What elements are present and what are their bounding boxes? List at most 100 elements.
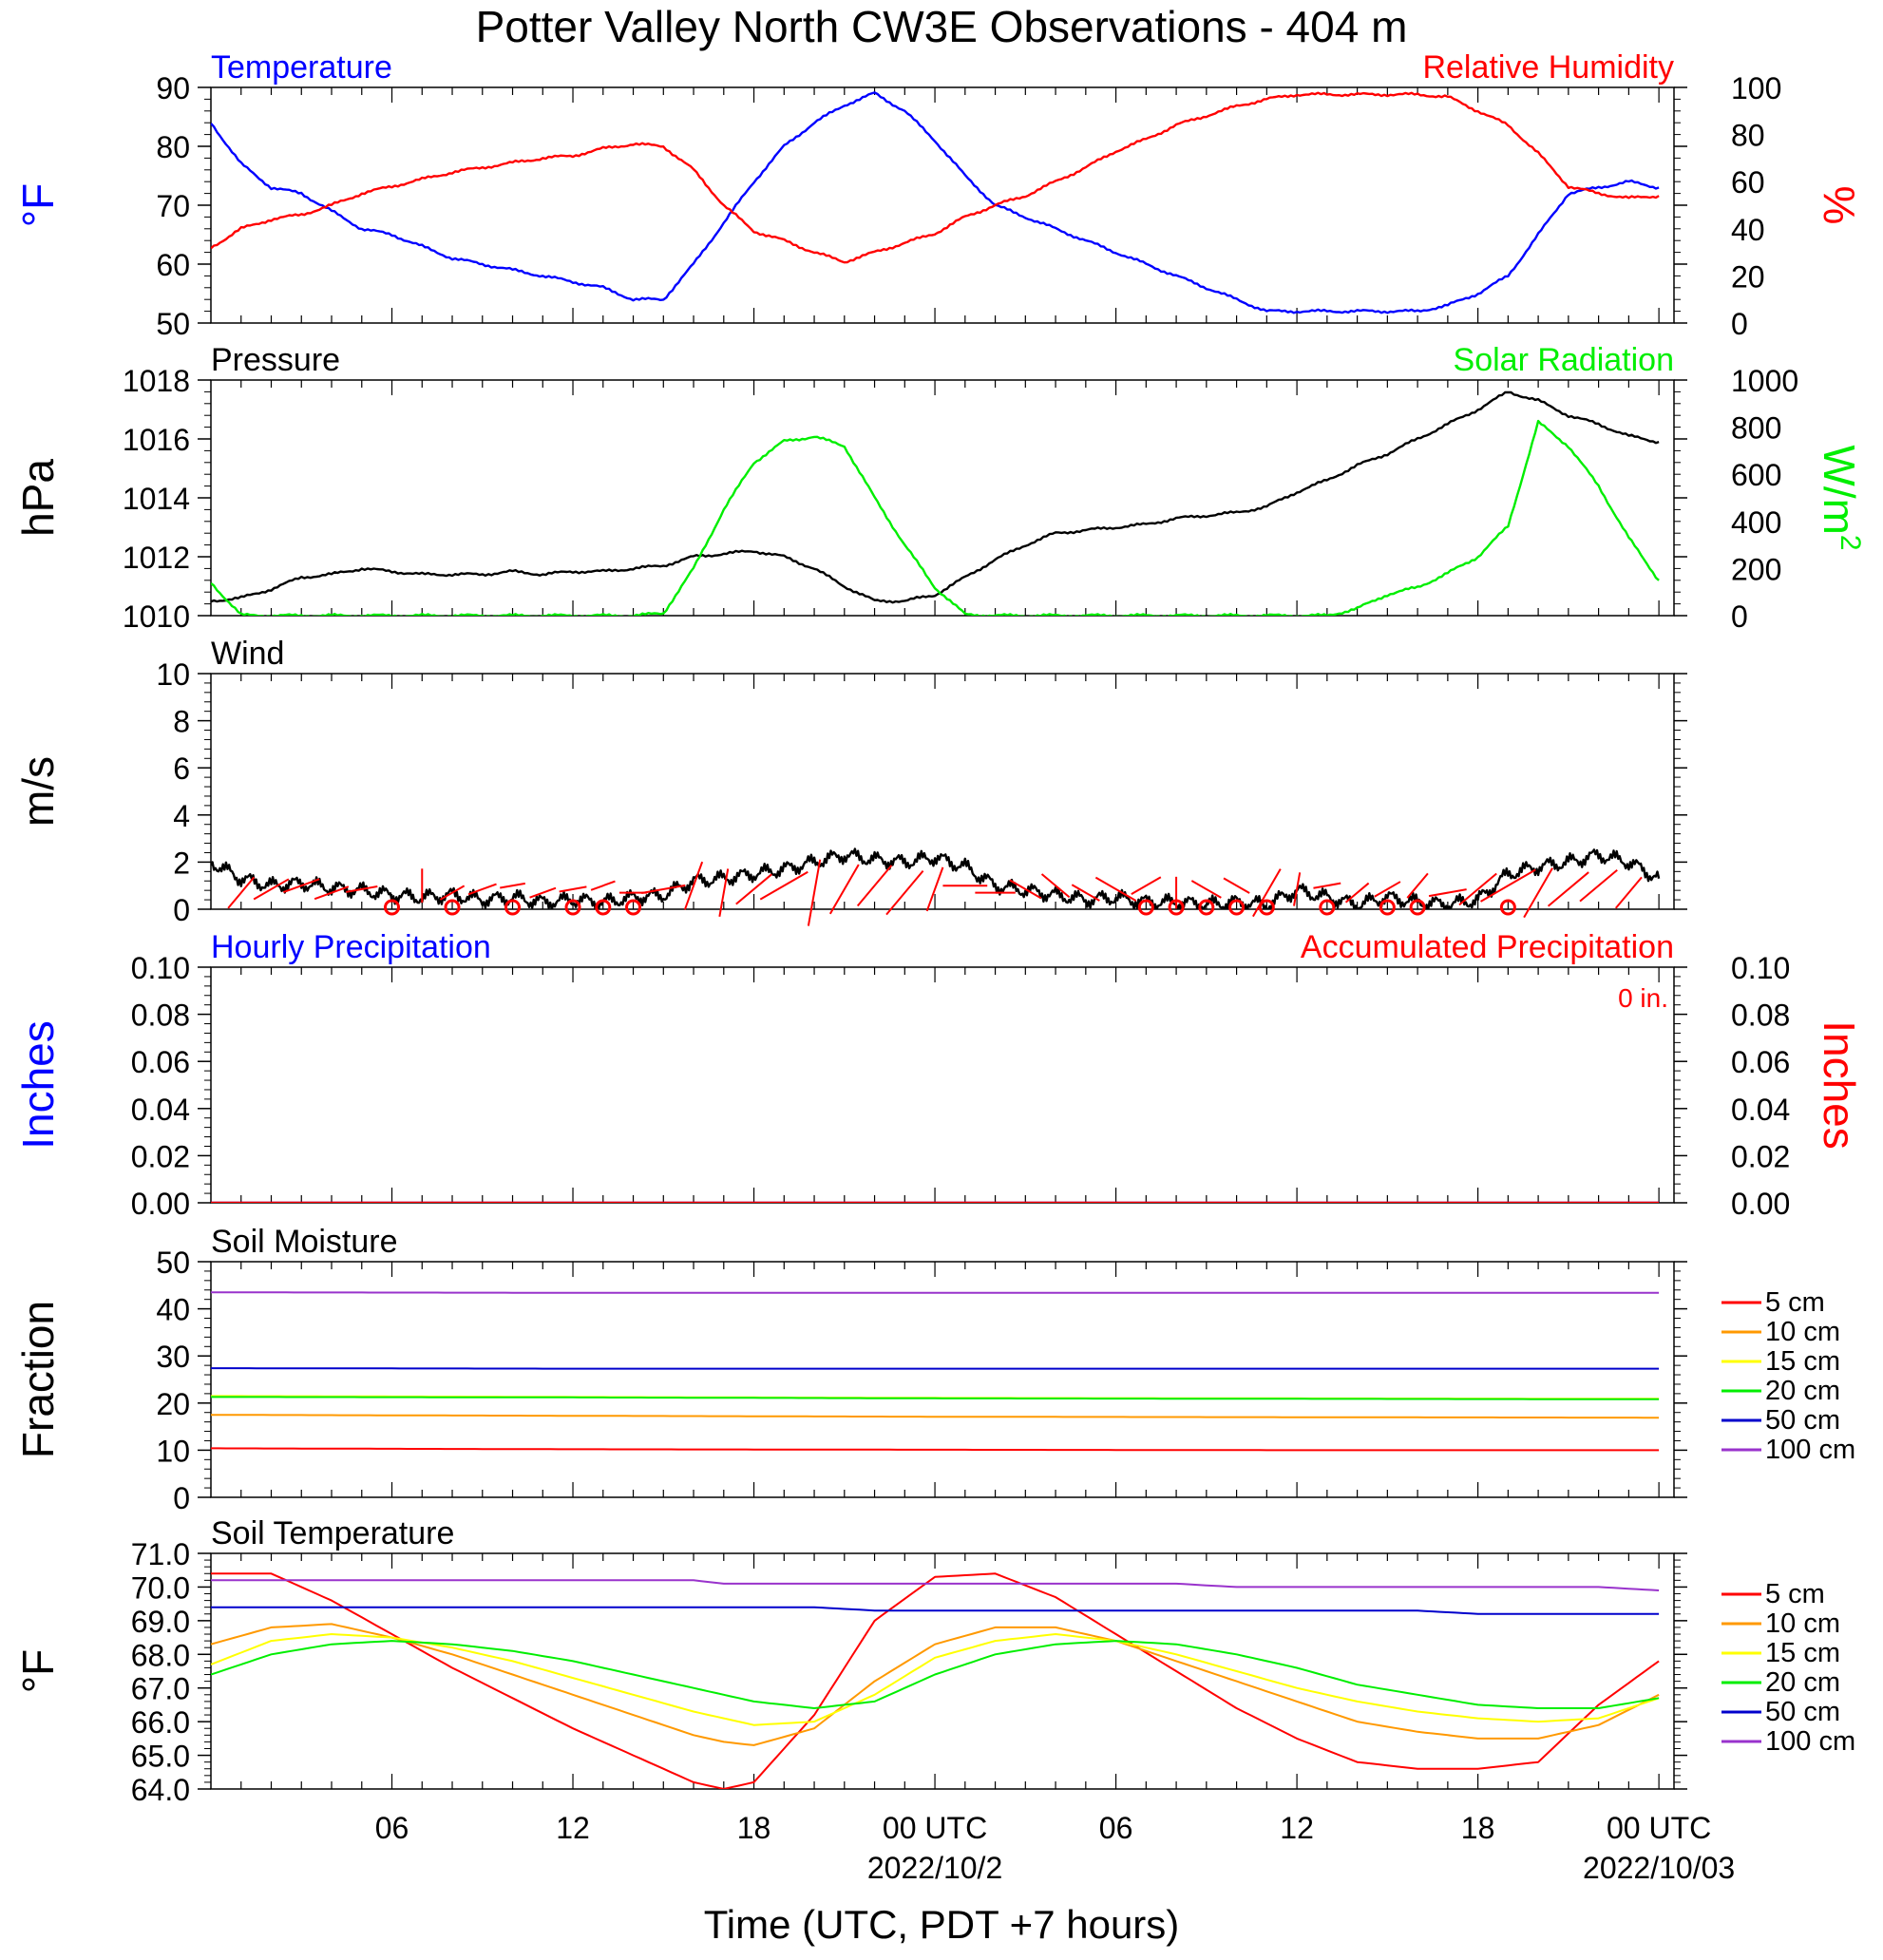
wind-barb	[1428, 888, 1467, 898]
panel-pressure-solar: 1018 1016 1014 1012 1010 1000 800 600 400 200 0 Pre…	[13, 342, 1866, 634]
wind-ytick-left: 10	[156, 657, 190, 692]
temperature-humidity-series-temperature	[211, 91, 1660, 314]
precipitation-frame	[210, 966, 1675, 1204]
wind-barb	[1480, 868, 1536, 903]
wind-calm-marker	[1198, 899, 1215, 916]
panel-soil-temperature: 71.070.069.068.067.066.065.064.0 Soil Tem…	[13, 1515, 1855, 1807]
temperature-humidity-ytick-right: 80	[1731, 119, 1765, 153]
x-tick-label: 12	[556, 1811, 590, 1845]
soil-temperature-legend-label: 20 cm	[1765, 1667, 1840, 1698]
wind-barb	[1579, 868, 1618, 903]
wind-barb	[559, 885, 587, 893]
pressure-solar-label-right: Solar Radiation	[1454, 342, 1674, 378]
wind-barb	[1040, 873, 1071, 899]
wind-frame	[210, 673, 1675, 910]
wind-barb	[925, 866, 944, 912]
soil-moisture-series-50-cm	[211, 1367, 1660, 1370]
wind-calm-marker	[1258, 899, 1275, 916]
soil-moisture-legend-label: 15 cm	[1765, 1346, 1840, 1377]
wind-barb	[227, 876, 256, 909]
wind-barb	[500, 882, 525, 889]
soil-moisture-series-group	[211, 1291, 1660, 1452]
wind-calm-marker	[1409, 899, 1426, 916]
wind-barb	[1458, 872, 1497, 906]
wind-barb	[807, 859, 822, 926]
figure-title: Potter Valley North CW3E Observations - …	[476, 2, 1408, 51]
soil-temperature-series-100-cm	[211, 1579, 1660, 1591]
precipitation-label-right: Accumulated Precipitation	[1301, 929, 1674, 965]
temperature-humidity-ytick-right: 100	[1731, 71, 1781, 105]
precipitation-ylabel-right: Inches	[1815, 1020, 1864, 1150]
wind-calm-marker	[1319, 899, 1336, 916]
precipitation-ytick-left: 0.00	[131, 1187, 190, 1221]
temperature-humidity-frame	[210, 86, 1675, 324]
soil-temperature-ytick-left: 67.0	[131, 1672, 190, 1706]
temperature-humidity-label-right: Relative Humidity	[1422, 49, 1674, 86]
soil-temperature-ytick-left: 65.0	[131, 1740, 190, 1774]
pressure-solar-series-solar-radiation	[211, 419, 1660, 616]
temperature-humidity-ytick-left: 60	[156, 248, 190, 282]
wind-barb	[828, 864, 860, 915]
pressure-solar-ytick-right: 400	[1731, 505, 1781, 540]
x-tick-label: 12	[1280, 1811, 1314, 1845]
soil-moisture-ytick-left: 50	[156, 1246, 190, 1280]
wind-barb	[1190, 880, 1222, 899]
soil-temperature-legend-label: 5 cm	[1765, 1579, 1825, 1609]
soil-temperature-ytick-left: 71.0	[131, 1537, 190, 1571]
pressure-solar-ytick-right: 600	[1731, 458, 1781, 492]
wind-barb	[735, 873, 772, 905]
wind-barb	[1094, 876, 1137, 903]
pressure-solar-label-left: Pressure	[211, 342, 340, 378]
wind-calm-marker	[1137, 899, 1154, 916]
wind-barb	[856, 865, 893, 907]
wind-barb	[683, 861, 704, 910]
soil-temperature-ytick-left: 66.0	[131, 1705, 190, 1740]
x-tick-label: 18	[1461, 1811, 1495, 1845]
wind-ytick-left: 6	[173, 752, 190, 786]
soil-temperature-ytick-left: 70.0	[131, 1570, 190, 1605]
soil-temperature-series-group	[211, 1572, 1660, 1789]
wind-calm-marker	[595, 899, 612, 916]
precipitation-ylabel-right-text: Inches	[1815, 1020, 1864, 1150]
wind-ylabel-left: m/s	[13, 756, 63, 827]
precipitation-annotation: 0 in.	[1618, 983, 1668, 1013]
panel-precipitation: 0.10 0.08 0.06 0.04 0.02 0.00 0.10 0.08 0.06 0.04…	[13, 929, 1864, 1221]
wind-ytick-left: 4	[173, 799, 190, 833]
wind-barb	[1252, 868, 1282, 918]
wind-ytick-left: 8	[173, 705, 190, 739]
wind-calm-marker	[625, 899, 642, 916]
temperature-humidity-ytick-right: 0	[1731, 307, 1748, 341]
temperature-humidity-ylabel-right-text: %	[1815, 186, 1864, 225]
panel-wind: 10 8 6 4 2 0 Wind m/s	[13, 636, 1687, 927]
soil-temperature-ytick-left: 64.0	[131, 1773, 190, 1807]
pressure-solar-ytick-left: 1010	[123, 599, 190, 634]
x-tick-label: 18	[737, 1811, 771, 1845]
wind-calm-marker	[1228, 899, 1246, 916]
wind-barb	[590, 880, 616, 891]
temperature-humidity-ylabel-left: °F	[13, 183, 63, 228]
temperature-humidity-series-group	[211, 91, 1660, 314]
temperature-humidity-ytick-left: 90	[156, 71, 190, 105]
pressure-solar-ylabel-right: W/m2	[1815, 445, 1866, 550]
soil-temperature-series-10-cm	[211, 1623, 1660, 1746]
wind-calm-marker	[444, 899, 461, 916]
pressure-solar-ylabel-left: hPa	[13, 459, 63, 537]
pressure-solar-ytick-left: 1014	[123, 482, 190, 516]
soil-moisture-legend-label: 5 cm	[1765, 1287, 1825, 1318]
soil-moisture-ytick-left: 30	[156, 1340, 190, 1374]
wind-calm-marker	[564, 899, 581, 916]
precipitation-ytick-right: 0.10	[1731, 951, 1790, 985]
temperature-humidity-ylabel-right: %	[1815, 186, 1864, 225]
precipitation-ytick-right: 0.04	[1731, 1093, 1790, 1127]
temperature-humidity-ytick-right: 40	[1731, 213, 1765, 247]
pressure-solar-ylabel-right-text: W/m	[1815, 445, 1864, 535]
wind-calm-marker	[1499, 899, 1516, 916]
soil-temperature-ylabel-left: °F	[13, 1649, 63, 1694]
wind-barb	[1374, 881, 1401, 898]
temperature-humidity-ytick-right: 20	[1731, 259, 1765, 294]
soil-temperature-legend-label: 15 cm	[1765, 1638, 1840, 1668]
soil-moisture-series-10-cm	[211, 1414, 1660, 1419]
x-tick-label: 06	[1099, 1811, 1133, 1845]
precipitation-label-left: Hourly Precipitation	[211, 929, 491, 965]
